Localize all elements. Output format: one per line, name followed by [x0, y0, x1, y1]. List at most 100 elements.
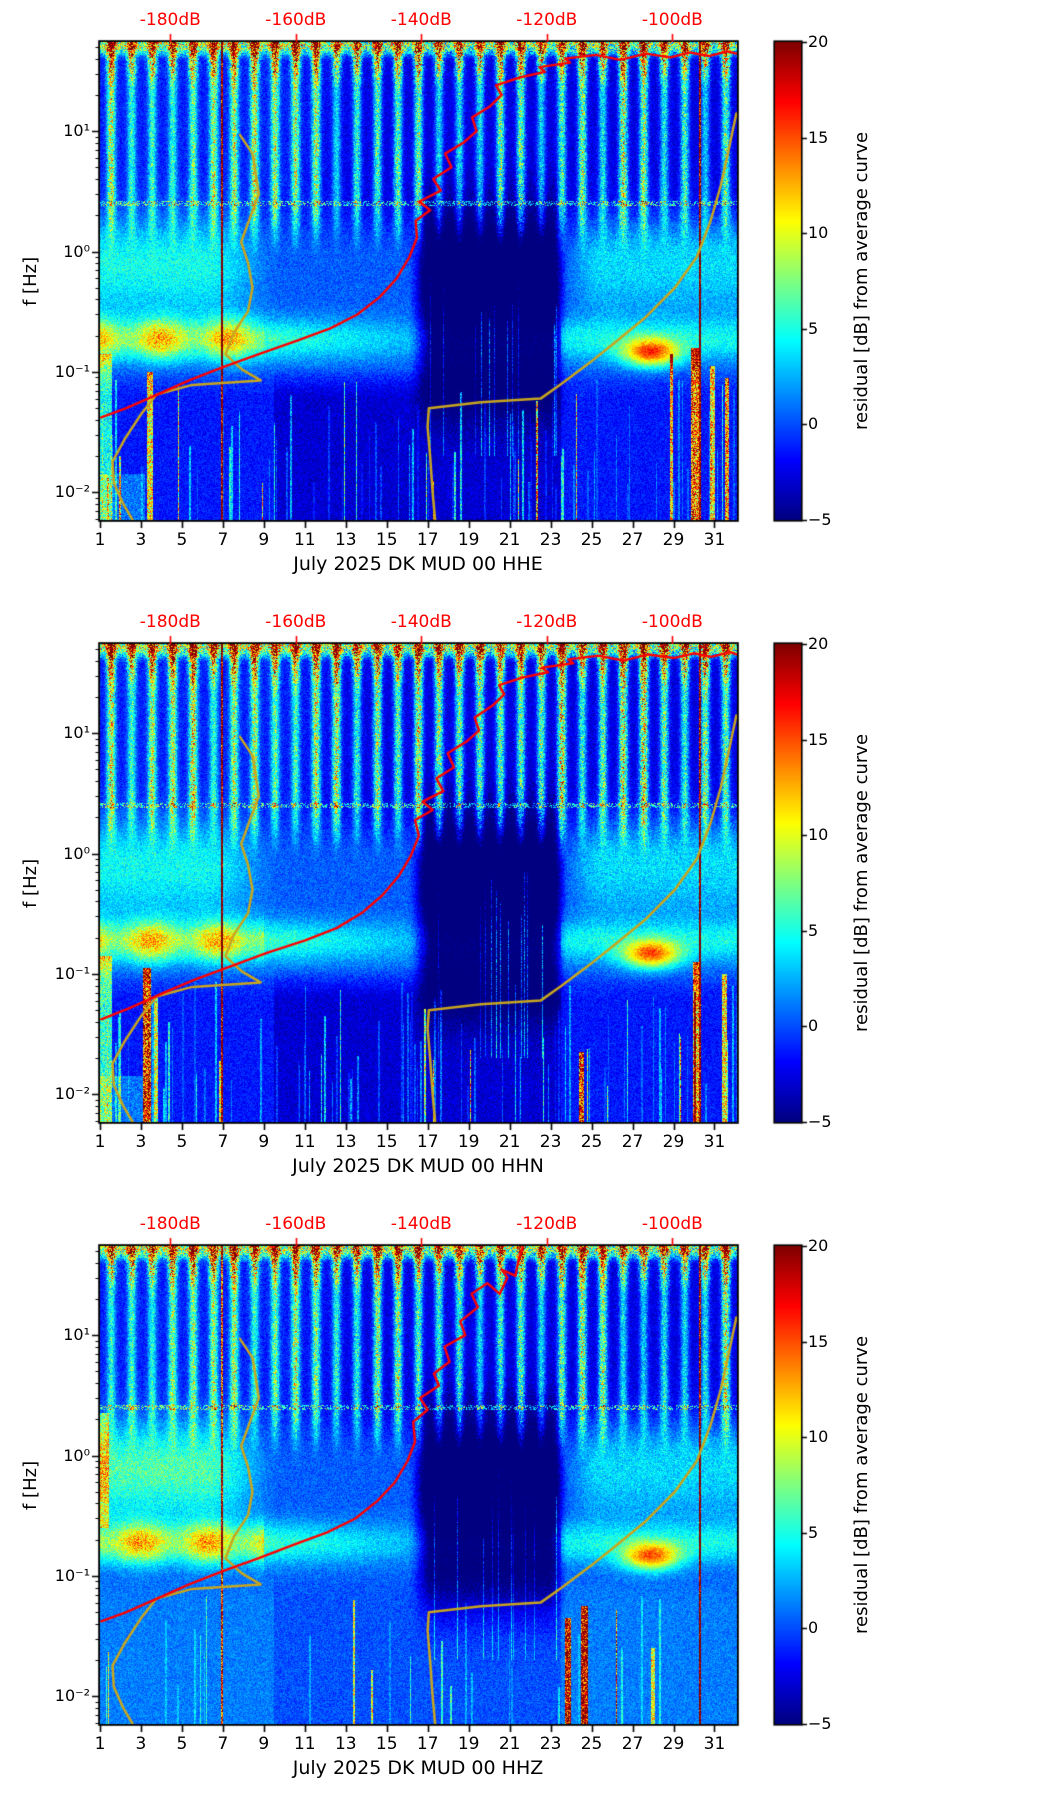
y-tick-label: 10⁰ — [63, 241, 90, 261]
y-tick-label: 10⁻¹ — [54, 1565, 90, 1585]
colorbar-tick-label: 15 — [808, 127, 829, 147]
y-axis-label: f [Hz] — [20, 256, 41, 306]
colorbar-tick-label: 0 — [808, 1618, 819, 1638]
y-tick-label: 10¹ — [63, 723, 90, 743]
top-axis-tick-label: -180dB — [139, 1214, 201, 1234]
colorbar-label: residual [dB] from average curve — [851, 1335, 872, 1635]
x-tick-label: 3 — [135, 530, 147, 550]
x-tick-label: 15 — [375, 530, 398, 550]
top-axis-tick-label: -160dB — [265, 612, 327, 632]
x-tick-label: 7 — [217, 1132, 229, 1152]
colorbar-label: residual [dB] from average curve — [851, 131, 872, 431]
y-tick-label: 10⁰ — [63, 843, 90, 863]
x-tick-label: 27 — [621, 1132, 644, 1152]
colorbar-tick-label: 10 — [808, 223, 829, 243]
y-tick-label: 10¹ — [63, 121, 90, 141]
x-tick-label: 21 — [498, 1132, 521, 1152]
colorbar-tick-label: 15 — [808, 729, 829, 749]
top-axis-tick-label: -100dB — [641, 612, 703, 632]
x-tick-label: 17 — [416, 1132, 439, 1152]
top-axis-tick-label: -140dB — [390, 10, 452, 30]
x-tick-label: 23 — [539, 1734, 562, 1754]
x-tick-label: 23 — [539, 530, 562, 550]
x-tick-label: 3 — [135, 1734, 147, 1754]
spectrogram-canvas-hhe — [0, 0, 1052, 602]
x-tick-label: 17 — [416, 530, 439, 550]
x-tick-label: 31 — [703, 1734, 726, 1754]
x-tick-label: 5 — [176, 1734, 188, 1754]
colorbar-tick-label: −5 — [808, 1112, 832, 1131]
x-tick-label: 29 — [662, 1132, 685, 1152]
x-tick-label: 5 — [176, 530, 188, 550]
colorbar-tick-label: 20 — [808, 634, 829, 653]
x-tick-label: 31 — [703, 1132, 726, 1152]
y-tick-label: 10¹ — [63, 1325, 90, 1345]
colorbar-label: residual [dB] from average curve — [851, 733, 872, 1033]
top-axis-tick-label: -100dB — [641, 1214, 703, 1234]
top-axis-tick-label: -140dB — [390, 612, 452, 632]
x-tick-label: 19 — [457, 1132, 480, 1152]
colorbar-tick-label: 5 — [808, 318, 819, 338]
spectrogram-canvas-hhz — [0, 1204, 1052, 1806]
y-tick-label: 10⁻² — [54, 1686, 90, 1706]
x-tick-label: 27 — [621, 1734, 644, 1754]
x-tick-label: 31 — [703, 530, 726, 550]
top-axis-tick-label: -120dB — [516, 10, 578, 30]
x-tick-label: 13 — [334, 1734, 357, 1754]
top-axis-tick-label: -160dB — [265, 10, 327, 30]
x-tick-label: 19 — [457, 530, 480, 550]
colorbar-tick-label: −5 — [808, 1714, 832, 1733]
colorbar-tick-label: 5 — [808, 920, 819, 940]
x-tick-label: 13 — [334, 530, 357, 550]
top-axis-tick-label: -160dB — [265, 1214, 327, 1234]
x-tick-label: 25 — [580, 530, 603, 550]
x-tick-label: 25 — [580, 1734, 603, 1754]
y-tick-label: 10⁻² — [54, 1084, 90, 1104]
colorbar-tick-label: 15 — [808, 1331, 829, 1351]
top-axis-tick-label: -180dB — [139, 10, 201, 30]
top-axis-tick-label: -120dB — [516, 1214, 578, 1234]
x-axis-title-hhe: July 2025 DK MUD 00 HHE — [293, 553, 543, 575]
colorbar-tick-label: 0 — [808, 1016, 819, 1036]
colorbar-tick-label: 10 — [808, 1427, 829, 1447]
x-tick-label: 3 — [135, 1132, 147, 1152]
colorbar-tick-label: −5 — [808, 510, 832, 529]
x-tick-label: 15 — [375, 1734, 398, 1754]
spectrogram-panel-hhe: f [Hz] July 2025 DK MUD 00 HHE residual … — [0, 0, 1052, 602]
x-tick-label: 15 — [375, 1132, 398, 1152]
colorbar-tick-label: 20 — [808, 1236, 829, 1255]
x-tick-label: 7 — [217, 530, 229, 550]
colorbar-tick-label: 10 — [808, 825, 829, 845]
x-tick-label: 25 — [580, 1132, 603, 1152]
x-tick-label: 1 — [94, 530, 106, 550]
x-tick-label: 1 — [94, 1734, 106, 1754]
x-tick-label: 5 — [176, 1132, 188, 1152]
x-tick-label: 1 — [94, 1132, 106, 1152]
x-tick-label: 23 — [539, 1132, 562, 1152]
spectrogram-canvas-hhn — [0, 602, 1052, 1204]
x-tick-label: 21 — [498, 1734, 521, 1754]
x-tick-label: 9 — [258, 1734, 270, 1754]
x-tick-label: 13 — [334, 1132, 357, 1152]
y-tick-label: 10⁰ — [63, 1445, 90, 1465]
top-axis-tick-label: -140dB — [390, 1214, 452, 1234]
y-tick-label: 10⁻² — [54, 482, 90, 502]
x-tick-label: 27 — [621, 530, 644, 550]
x-tick-label: 9 — [258, 1132, 270, 1152]
top-axis-tick-label: -120dB — [516, 612, 578, 632]
x-tick-label: 11 — [293, 1734, 316, 1754]
colorbar-tick-label: 20 — [808, 32, 829, 51]
colorbar-tick-label: 0 — [808, 414, 819, 434]
x-tick-label: 29 — [662, 530, 685, 550]
top-axis-tick-label: -180dB — [139, 612, 201, 632]
y-tick-label: 10⁻¹ — [54, 361, 90, 381]
colorbar-tick-label: 5 — [808, 1522, 819, 1542]
x-tick-label: 11 — [293, 530, 316, 550]
spectrogram-panel-hhn: f [Hz] July 2025 DK MUD 00 HHN residual … — [0, 602, 1052, 1204]
x-tick-label: 19 — [457, 1734, 480, 1754]
x-tick-label: 21 — [498, 530, 521, 550]
x-axis-title-hhn: July 2025 DK MUD 00 HHN — [292, 1155, 544, 1177]
x-tick-label: 17 — [416, 1734, 439, 1754]
x-axis-title-hhz: July 2025 DK MUD 00 HHZ — [292, 1757, 544, 1779]
top-axis-tick-label: -100dB — [641, 10, 703, 30]
